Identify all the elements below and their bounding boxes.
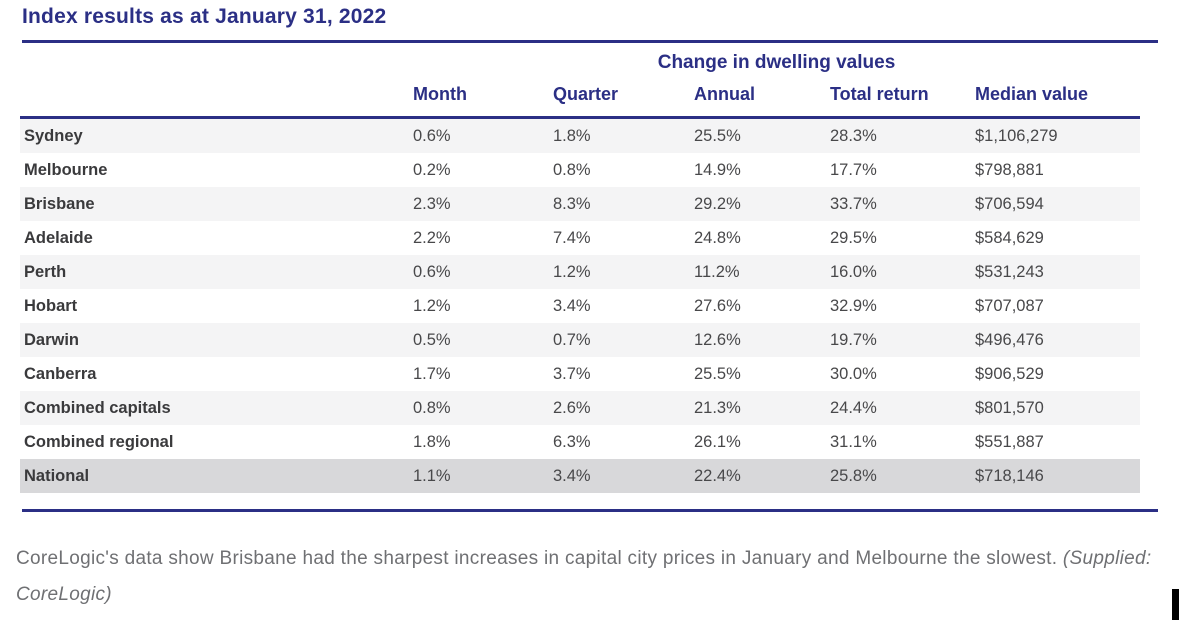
row-value: 27.6% <box>694 296 741 315</box>
row-value: $531,243 <box>975 262 1044 281</box>
row-value: 25.5% <box>694 126 741 145</box>
row-value: $551,887 <box>975 432 1044 451</box>
row-value: 25.8% <box>830 466 877 485</box>
row-value: $1,106,279 <box>975 126 1058 145</box>
row-label: Perth <box>24 262 67 281</box>
table-header-row: Month Quarter Annual Total return Median… <box>20 84 1140 105</box>
row-label: Brisbane <box>24 194 95 213</box>
table-row: Adelaide 2.2% 7.4% 24.8% 29.5% $584,629 <box>20 221 1140 255</box>
table-row: National 1.1% 3.4% 22.4% 25.8% $718,146 <box>20 459 1140 493</box>
table-row: Combined regional 1.8% 6.3% 26.1% 31.1% $551,… <box>20 425 1140 459</box>
row-value: $707,087 <box>975 296 1044 315</box>
table-row: Canberra 1.7% 3.7% 25.5% 30.0% $906,529 <box>20 357 1140 391</box>
row-value: 1.8% <box>413 432 451 451</box>
row-value: $584,629 <box>975 228 1044 247</box>
row-value: 7.4% <box>553 228 591 247</box>
table-row: Perth 0.6% 1.2% 11.2% 16.0% $531,243 <box>20 255 1140 289</box>
row-value: $798,881 <box>975 160 1044 179</box>
table-row: Hobart 1.2% 3.4% 27.6% 32.9% $707,087 <box>20 289 1140 323</box>
row-value: 0.6% <box>413 262 451 281</box>
row-label: Canberra <box>24 364 97 383</box>
row-value: $906,529 <box>975 364 1044 383</box>
row-value: 2.6% <box>553 398 591 417</box>
row-value: 32.9% <box>830 296 877 315</box>
row-value: 22.4% <box>694 466 741 485</box>
row-value: $801,570 <box>975 398 1044 417</box>
row-label: Darwin <box>24 330 80 349</box>
header-underline <box>20 116 1140 119</box>
row-value: 1.2% <box>553 262 591 281</box>
row-value: 17.7% <box>830 160 877 179</box>
row-value: 29.2% <box>694 194 741 213</box>
row-value: $718,146 <box>975 466 1044 485</box>
row-value: 30.0% <box>830 364 877 383</box>
row-value: 0.5% <box>413 330 451 349</box>
text-caret <box>1172 589 1179 620</box>
table-bottom-rule <box>22 509 1158 512</box>
table-row: Sydney 0.6% 1.8% 25.5% 28.3% $1,106,279 <box>20 119 1140 153</box>
column-header-total-return: Total return <box>830 84 929 104</box>
row-value: 0.7% <box>553 330 591 349</box>
row-label: Hobart <box>24 296 78 315</box>
table-row: Combined capitals 0.8% 2.6% 21.3% 24.4% $801,… <box>20 391 1140 425</box>
row-value: 3.4% <box>553 466 591 485</box>
row-value: 0.8% <box>553 160 591 179</box>
row-value: 21.3% <box>694 398 741 417</box>
row-value: 12.6% <box>694 330 741 349</box>
row-value: 24.8% <box>694 228 741 247</box>
page-title: Index results as at January 31, 2022 <box>22 5 387 28</box>
row-value: 1.8% <box>553 126 591 145</box>
row-value: 26.1% <box>694 432 741 451</box>
row-value: 31.1% <box>830 432 877 451</box>
table-group-header: Change in dwelling values <box>657 52 896 73</box>
row-label: Combined regional <box>24 432 174 451</box>
row-value: 2.3% <box>413 194 451 213</box>
row-value: 0.6% <box>413 126 451 145</box>
caption-credit: (Supplied: CoreLogic) <box>16 548 1152 605</box>
table-row: Brisbane 2.3% 8.3% 29.2% 33.7% $706,594 <box>20 187 1140 221</box>
row-value: 1.7% <box>413 364 451 383</box>
row-value: 33.7% <box>830 194 877 213</box>
row-label: Sydney <box>24 126 83 145</box>
column-header-month: Month <box>413 84 467 104</box>
row-value: 16.0% <box>830 262 877 281</box>
column-header-region <box>20 84 413 105</box>
row-value: 8.3% <box>553 194 591 213</box>
caption-text: CoreLogic's data show Brisbane had the s… <box>16 548 1063 569</box>
row-value: 3.7% <box>553 364 591 383</box>
row-value: 19.7% <box>830 330 877 349</box>
row-value: 24.4% <box>830 398 877 417</box>
row-value: $706,594 <box>975 194 1044 213</box>
row-label: National <box>24 466 90 485</box>
column-header-quarter: Quarter <box>553 84 619 104</box>
row-value: 25.5% <box>694 364 741 383</box>
row-value: 28.3% <box>830 126 877 145</box>
row-value: 1.1% <box>413 466 451 485</box>
column-header-median-value: Median value <box>975 84 1089 104</box>
row-value: 29.5% <box>830 228 877 247</box>
row-label: Melbourne <box>24 160 108 179</box>
row-label: Combined capitals <box>24 398 171 417</box>
column-header-annual: Annual <box>694 84 755 104</box>
figure-caption: CoreLogic's data show Brisbane had the s… <box>16 541 1166 613</box>
row-value: 0.8% <box>413 398 451 417</box>
row-label: Adelaide <box>24 228 93 247</box>
row-value: 2.2% <box>413 228 451 247</box>
row-value: 14.9% <box>694 160 741 179</box>
row-value: 11.2% <box>694 262 740 281</box>
table-row: Melbourne 0.2% 0.8% 14.9% 17.7% $798,881 <box>20 153 1140 187</box>
title-underline <box>22 40 1158 43</box>
table-body: Sydney 0.6% 1.8% 25.5% 28.3% $1,106,279 Melbou… <box>20 119 1140 493</box>
row-value: $496,476 <box>975 330 1044 349</box>
row-value: 0.2% <box>413 160 451 179</box>
row-value: 1.2% <box>413 296 451 315</box>
row-value: 3.4% <box>553 296 591 315</box>
table-row: Darwin 0.5% 0.7% 12.6% 19.7% $496,476 <box>20 323 1140 357</box>
row-value: 6.3% <box>553 432 591 451</box>
